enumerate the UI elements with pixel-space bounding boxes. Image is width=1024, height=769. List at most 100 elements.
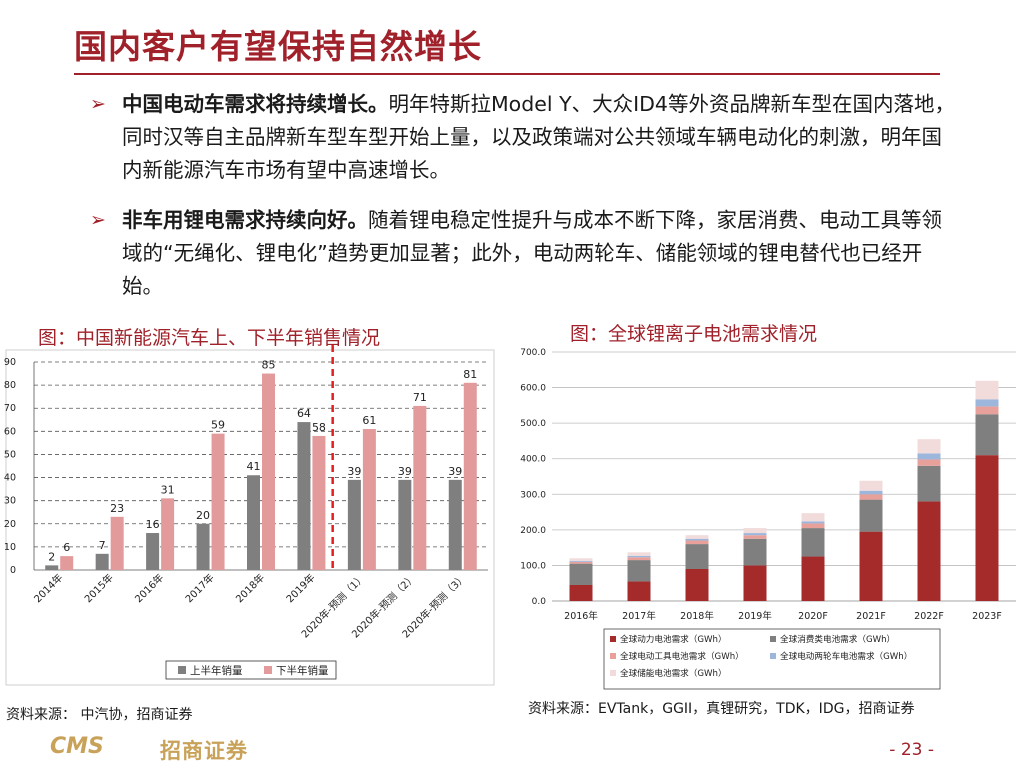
y-tick-label: 300.0 — [520, 490, 546, 500]
stack-segment — [917, 439, 941, 454]
bar-h1 — [247, 475, 260, 570]
data-label: 39 — [347, 465, 361, 478]
legend-swatch — [770, 636, 776, 642]
stack-segment — [859, 494, 883, 500]
data-label: 31 — [161, 483, 175, 496]
legend-swatch — [770, 653, 776, 659]
data-label: 59 — [211, 419, 225, 432]
stack-segment — [743, 535, 767, 539]
x-tick-label: 2016年 — [564, 610, 598, 622]
stack-segment — [917, 465, 941, 502]
company-name: 招商证券 — [160, 739, 248, 763]
y-tick-label: 90 — [4, 357, 16, 368]
data-label: 58 — [312, 421, 326, 434]
stack-segment — [859, 480, 883, 491]
stack-segment — [569, 584, 593, 601]
bar-h1 — [146, 533, 160, 570]
page-title: 国内客户有望保持自然增长 — [74, 27, 482, 66]
x-tick-label: 2022F — [914, 611, 944, 622]
bar-h2 — [110, 516, 124, 570]
stack-segment — [627, 560, 651, 582]
stack-segment — [685, 535, 709, 539]
y-tick-label: 600.0 — [520, 384, 546, 394]
left-chart-source: 资料来源： 中汽协，招商证券 — [6, 707, 193, 723]
y-tick-label: 0.0 — [532, 597, 547, 607]
bar-h2 — [413, 405, 427, 570]
bullet-lead: 中国电动车需求将持续增长。 — [122, 92, 389, 116]
bullet-body: 随着锂电稳定性提升与成本不断下降，家居消费、电动工具等领域的“无绳化、锂电化”趋… — [122, 208, 942, 298]
stack-segment — [917, 459, 941, 466]
y-tick-label: 70 — [4, 403, 16, 414]
legend-swatch — [610, 670, 616, 676]
legend-label: 全球动力电池需求（GWh） — [620, 633, 727, 645]
bar-h1 — [448, 479, 462, 570]
y-tick-label: 700.0 — [520, 348, 546, 358]
bar-h1 — [95, 553, 109, 570]
stack-segment — [569, 558, 593, 561]
stack-segment — [569, 561, 593, 564]
x-tick-label: 2016年 — [132, 571, 166, 605]
data-label: 20 — [196, 509, 210, 522]
stack-segment — [975, 380, 999, 400]
stack-segment — [685, 540, 709, 545]
bar-h2 — [211, 433, 225, 570]
bar-h1 — [196, 523, 210, 570]
stack-segment — [743, 533, 767, 536]
stack-segment — [801, 556, 825, 601]
chart-legend: 上半年销量 下半年销量 — [165, 660, 337, 680]
stack-segment — [859, 531, 883, 601]
stack-segment — [685, 544, 709, 569]
x-tick-label: 2019年 — [738, 610, 772, 622]
stack-segment — [685, 538, 709, 541]
y-tick-label: 200.0 — [520, 526, 546, 536]
legend-label: 全球消费类电池需求（GWh） — [780, 633, 895, 645]
stack-segment — [975, 414, 999, 456]
y-tick-label: 20 — [4, 519, 16, 530]
right-chart-title: 图：全球锂离子电池需求情况 — [570, 323, 818, 345]
data-label: 16 — [146, 518, 160, 531]
y-tick-label: 30 — [4, 496, 16, 507]
stack-segment — [801, 523, 825, 529]
x-tick-label: 2019年 — [283, 571, 317, 605]
stack-segment — [859, 490, 883, 495]
bar-h1 — [398, 479, 412, 570]
stack-segment — [743, 528, 767, 534]
data-label: 85 — [262, 359, 276, 372]
bullet-text: 非车用锂电需求持续向好。随着锂电稳定性提升与成本不断下降，家居消费、电动工具等领… — [122, 204, 958, 303]
y-tick-label: 400.0 — [520, 455, 546, 465]
x-tick-label: 2020F — [798, 611, 828, 622]
y-tick-label: 40 — [4, 473, 16, 484]
y-tick-label: 50 — [4, 449, 16, 460]
bar-h2 — [312, 435, 326, 570]
data-label: 41 — [247, 460, 261, 473]
chart-legend: 全球动力电池需求（GWh） 全球消费类电池需求（GWh） 全球电动工具电池需求（GW… — [603, 628, 941, 690]
data-label: 7 — [99, 539, 106, 552]
legend-box — [165, 660, 337, 680]
chart-frame — [5, 349, 495, 686]
nev-sales-chart: 0 10 20 30 40 50 60 70 80 90 26 2014年 7 23 2015年 16 31 20… — [4, 345, 495, 686]
y-tick-label: 100.0 — [520, 561, 546, 571]
stack-segment — [685, 568, 709, 601]
bar-h1 — [297, 422, 311, 570]
legend-swatch — [178, 666, 186, 674]
legend-label: 全球电动两轮车电池需求（GWh） — [780, 650, 912, 662]
stack-segment — [801, 521, 825, 524]
y-tick-label: 80 — [4, 380, 16, 391]
stack-segment — [627, 555, 651, 558]
y-tick-label: 10 — [4, 542, 16, 553]
stack-segment — [801, 513, 825, 522]
legend-swatch — [610, 653, 616, 659]
data-label: 64 — [297, 407, 311, 420]
stack-segment — [975, 399, 999, 407]
bar-h2 — [60, 556, 74, 570]
right-chart-source: 资料来源：EVTank，GGII，真锂研究，TDK，IDG，招商证券 — [528, 701, 915, 717]
stack-segment — [569, 560, 593, 562]
stack-segment — [917, 501, 941, 601]
brand-mark: CMS — [50, 734, 104, 759]
bar-h2 — [262, 373, 275, 570]
stack-segment — [975, 455, 999, 601]
data-label: 39 — [448, 465, 462, 478]
x-tick-label: 2015年 — [82, 571, 116, 605]
legend-label: 上半年销量 — [190, 664, 243, 677]
x-tick-label: 2021F — [856, 611, 886, 622]
